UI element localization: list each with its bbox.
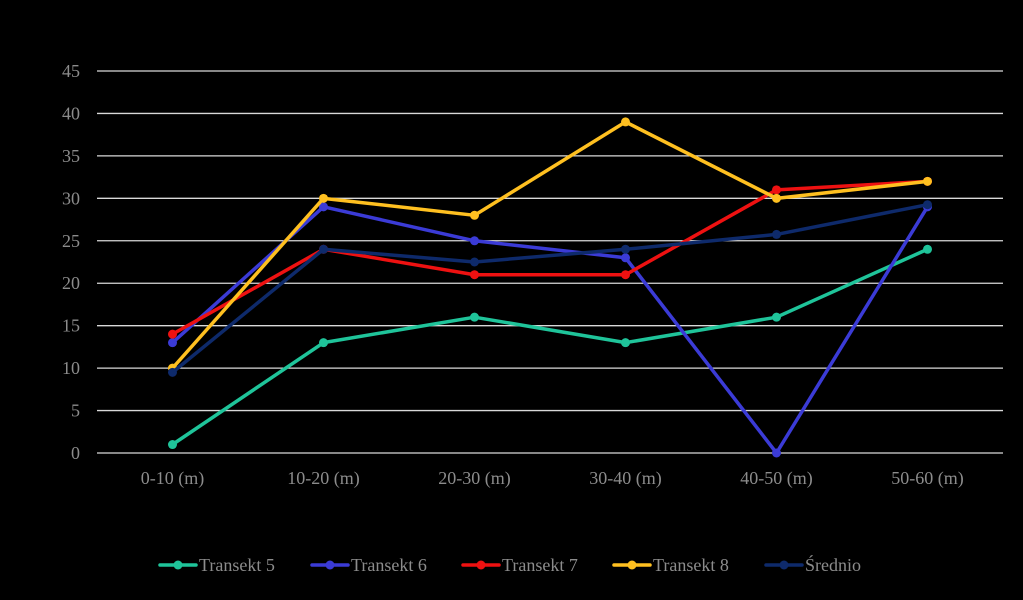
y-tick-label: 40	[62, 103, 80, 123]
x-tick-label: 20-30 (m)	[438, 468, 510, 489]
series-3	[168, 176, 932, 339]
legend: Transekt 5 Transekt 6 Transekt 7 Transekt 8…	[158, 554, 861, 575]
x-tick-label: 50-60 (m)	[891, 468, 963, 489]
y-tick-label: 25	[62, 231, 80, 251]
legend-swatch-marker	[476, 560, 486, 570]
data-point	[772, 448, 781, 458]
data-point	[772, 185, 781, 195]
legend-item: Transekt 5	[158, 555, 275, 575]
data-point	[470, 312, 479, 322]
data-point	[923, 200, 932, 210]
y-tick-label: 10	[62, 358, 80, 378]
y-tick-label: 5	[71, 401, 80, 421]
data-point	[470, 257, 479, 267]
legend-swatch-marker	[779, 560, 789, 570]
data-point	[621, 253, 630, 263]
legend-label: Transekt 5	[199, 555, 275, 575]
data-point	[319, 338, 328, 348]
data-point	[168, 329, 177, 339]
y-tick-label: 30	[62, 188, 80, 208]
x-tick-label: 40-50 (m)	[740, 468, 812, 489]
data-point	[772, 193, 781, 203]
data-point	[621, 270, 630, 280]
gridlines	[97, 70, 1003, 454]
legend-item: Transekt 7	[461, 555, 578, 575]
legend-label: Transekt 7	[502, 555, 578, 575]
x-tick-label: 10-20 (m)	[287, 468, 359, 489]
series-lines	[168, 117, 932, 458]
x-axis-tick-labels: 0-10 (m) 10-20 (m) 20-30 (m) 30-40 (m) 40-50…	[141, 468, 964, 489]
data-point	[168, 338, 177, 348]
data-point	[319, 202, 328, 212]
legend-swatch-marker	[173, 560, 183, 570]
series-line	[170, 247, 930, 447]
data-point	[621, 244, 630, 254]
data-point	[168, 367, 177, 377]
y-tick-label: 0	[71, 443, 80, 463]
series-line	[170, 120, 930, 370]
data-point	[621, 117, 630, 127]
series-line	[170, 205, 930, 455]
y-axis-tick-labels: 0 5 10 15 20 25 30 35 40 45	[62, 61, 80, 463]
series-line	[170, 179, 930, 336]
series-5	[168, 200, 932, 377]
data-point	[319, 244, 328, 254]
series-line	[170, 202, 930, 375]
legend-item: Transekt 8	[612, 555, 729, 575]
legend-label: Transekt 8	[653, 555, 729, 575]
y-tick-label: 45	[62, 61, 80, 81]
data-point	[772, 312, 781, 322]
x-tick-label: 30-40 (m)	[589, 468, 661, 489]
legend-item: Średnio	[764, 554, 861, 575]
data-point	[621, 338, 630, 348]
data-point	[772, 229, 781, 239]
data-point	[923, 244, 932, 254]
series-1	[168, 244, 932, 450]
legend-label: Średnio	[805, 554, 861, 575]
data-point	[168, 440, 177, 450]
data-point	[470, 210, 479, 220]
y-tick-label: 20	[62, 273, 80, 293]
legend-label: Transekt 6	[351, 555, 427, 575]
data-point	[470, 236, 479, 246]
legend-item: Transekt 6	[310, 555, 427, 575]
y-tick-label: 15	[62, 316, 80, 336]
legend-swatch-marker	[627, 560, 637, 570]
data-point	[923, 176, 932, 186]
data-point	[470, 270, 479, 280]
y-tick-label: 35	[62, 146, 80, 166]
legend-swatch-marker	[325, 560, 335, 570]
data-point	[319, 193, 328, 203]
x-tick-label: 0-10 (m)	[141, 468, 204, 489]
